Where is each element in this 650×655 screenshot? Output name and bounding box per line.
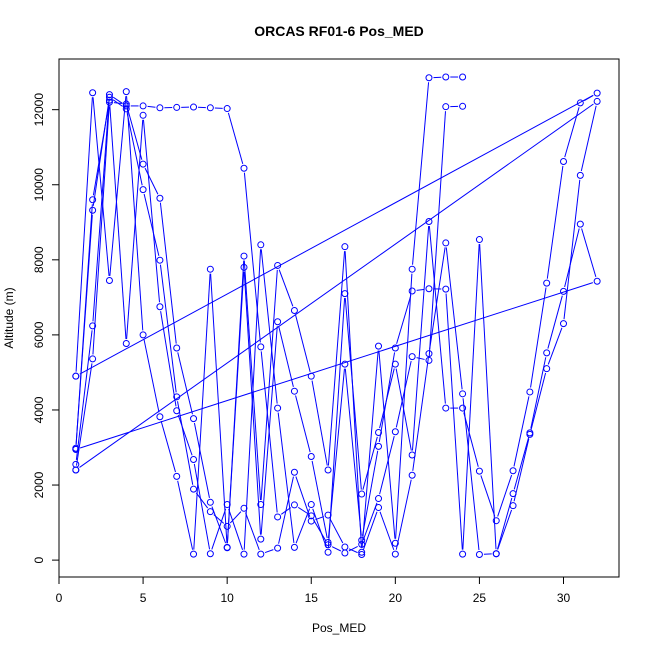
y-axis-label: Altitude (m)	[2, 287, 16, 348]
y-tick-label: 2000	[32, 471, 46, 498]
x-tick-label: 15	[305, 591, 319, 605]
x-tick-label: 20	[389, 591, 403, 605]
chart-title: ORCAS RF01-6 Pos_MED	[254, 23, 424, 39]
x-axis-label: Pos_MED	[312, 621, 366, 635]
y-tick-label: 6000	[32, 321, 46, 348]
x-tick-label: 10	[220, 591, 234, 605]
y-tick-label: 8000	[32, 246, 46, 273]
x-tick-label: 5	[140, 591, 147, 605]
x-tick-label: 0	[56, 591, 63, 605]
y-tick-label: 10000	[32, 168, 46, 202]
y-tick-label: 0	[32, 556, 46, 563]
x-tick-label: 30	[557, 591, 571, 605]
y-tick-label: 12000	[32, 93, 46, 127]
y-tick-label: 4000	[32, 396, 46, 423]
x-tick-label: 25	[473, 591, 487, 605]
